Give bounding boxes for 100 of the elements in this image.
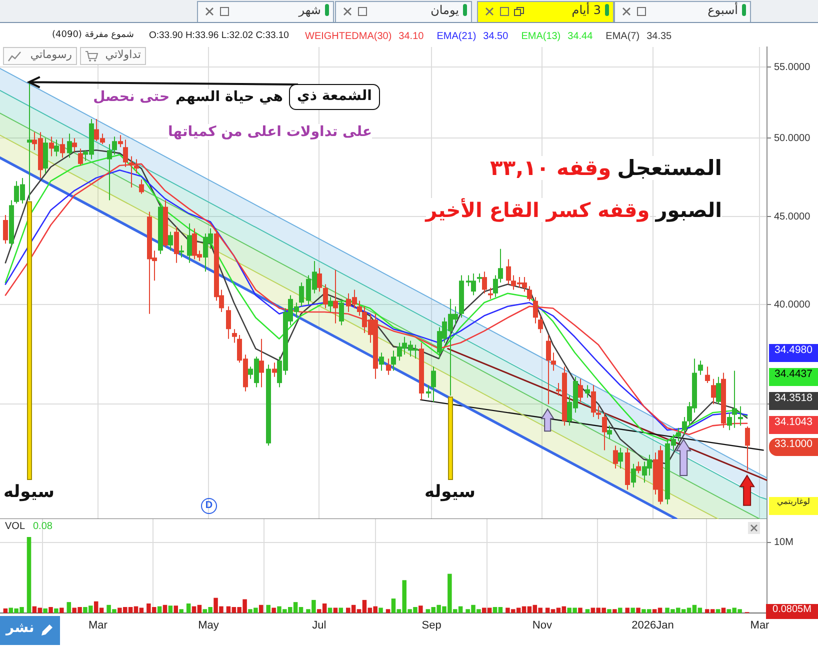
candlestick xyxy=(232,328,237,344)
chart-subtitle: O:33.90 H:33.96 L:32.02 C:33.10 xyxy=(149,30,289,41)
annotation: سيوله xyxy=(424,482,476,502)
candlestick xyxy=(732,370,737,428)
annotation: وقفه كسر القاع الأخير xyxy=(426,198,650,222)
candlestick xyxy=(67,133,72,158)
candlestick xyxy=(187,222,192,264)
text: EMA(13) xyxy=(521,31,561,42)
candlestick xyxy=(676,427,681,442)
candlestick xyxy=(129,156,134,188)
bar xyxy=(612,609,617,613)
candlestick xyxy=(123,139,128,168)
bar xyxy=(266,604,270,613)
candlestick xyxy=(379,352,384,372)
candlestick xyxy=(613,445,618,470)
button[interactable] xyxy=(0,616,60,645)
annotation: رسوماتي xyxy=(30,48,72,61)
x-tick-label: May xyxy=(198,620,220,632)
y-tick-label: 50.0000 xyxy=(774,132,811,144)
bar xyxy=(328,608,332,613)
annotation: وقفه ٣٣,١٠ xyxy=(490,156,612,180)
candlestick xyxy=(168,231,173,252)
bar xyxy=(418,606,423,613)
candlestick xyxy=(738,406,743,426)
bar xyxy=(618,608,622,613)
y-tick-label: 10M xyxy=(774,537,794,548)
candlestick xyxy=(259,338,264,388)
bar xyxy=(60,608,64,613)
annotation: حتى نحصل xyxy=(93,89,170,105)
candlestick xyxy=(386,358,391,376)
bar xyxy=(272,608,276,613)
text: يومان xyxy=(430,3,459,17)
candlestick xyxy=(636,461,641,474)
text: 34.10 xyxy=(398,31,424,42)
candlestick xyxy=(716,376,721,405)
candlestick xyxy=(72,138,77,152)
candlestick xyxy=(426,384,431,398)
candlestick xyxy=(317,268,322,292)
y-tick-label: 45.0000 xyxy=(774,211,811,222)
candlestick xyxy=(711,378,716,405)
bar xyxy=(174,606,178,613)
chart-title: شموع مفرقة (4090) xyxy=(52,30,134,40)
text: 3 أيام xyxy=(572,3,601,17)
text: 34.4980 xyxy=(769,344,818,362)
annotation: 0.08 xyxy=(33,521,52,532)
text: EMA(21) xyxy=(436,31,476,42)
candlestick xyxy=(498,248,503,283)
text: أسبوع xyxy=(708,3,738,17)
tab[interactable] xyxy=(335,1,472,22)
bar xyxy=(607,609,612,613)
candlestick xyxy=(333,269,338,324)
x-tick-label: Nov xyxy=(532,620,552,632)
bar xyxy=(721,608,726,613)
button[interactable] xyxy=(80,47,146,65)
text: EMA(7) xyxy=(606,31,640,42)
candlestick xyxy=(27,82,32,201)
annotation: هي حياة السهم xyxy=(176,89,284,105)
candlestick xyxy=(745,426,750,471)
tab[interactable] xyxy=(197,1,334,22)
text: 33.1000 xyxy=(769,438,818,456)
y-tick-label: 55.0000 xyxy=(774,62,811,73)
button[interactable] xyxy=(3,47,77,65)
annotation: تداولاتي xyxy=(105,48,141,61)
chart-title: VOL xyxy=(5,521,26,532)
candlestick xyxy=(107,144,112,201)
y-tick-label: 40.0000 xyxy=(774,299,811,310)
candlestick xyxy=(391,350,396,372)
candlestick xyxy=(682,416,687,435)
tab[interactable] xyxy=(614,1,751,22)
text: 0.0805M xyxy=(766,604,818,619)
text: لوغاريتمي xyxy=(769,497,818,515)
tab[interactable] xyxy=(477,1,614,22)
candlestick xyxy=(631,463,636,488)
candlestick xyxy=(174,226,179,264)
candlestick xyxy=(339,298,344,326)
candlestick xyxy=(727,412,732,431)
candlestick xyxy=(546,334,551,405)
candlestick xyxy=(618,447,623,470)
candlestick xyxy=(551,352,556,372)
candlestick xyxy=(357,300,362,316)
bar xyxy=(636,608,640,613)
bar xyxy=(338,608,344,613)
candlestick xyxy=(272,362,277,378)
annotation: المستعجل xyxy=(617,156,722,180)
bar xyxy=(630,608,635,613)
annotation: الشمعة ذي xyxy=(289,84,380,110)
candlestick xyxy=(60,138,65,158)
candlestick xyxy=(705,366,710,384)
candlestick xyxy=(578,378,583,402)
candlestick xyxy=(482,271,487,294)
candlestick xyxy=(493,274,498,298)
annotation: على تداولات اعلى من كمياتها xyxy=(168,124,372,140)
text: 34.1043 xyxy=(769,416,818,434)
candlestick xyxy=(139,179,144,194)
bar xyxy=(48,607,53,613)
x-tick-label: Mar xyxy=(88,620,108,632)
annotation: سيوله xyxy=(3,482,55,502)
text: 34.3518 xyxy=(769,392,818,410)
candlestick xyxy=(533,296,538,324)
bar xyxy=(3,608,8,613)
